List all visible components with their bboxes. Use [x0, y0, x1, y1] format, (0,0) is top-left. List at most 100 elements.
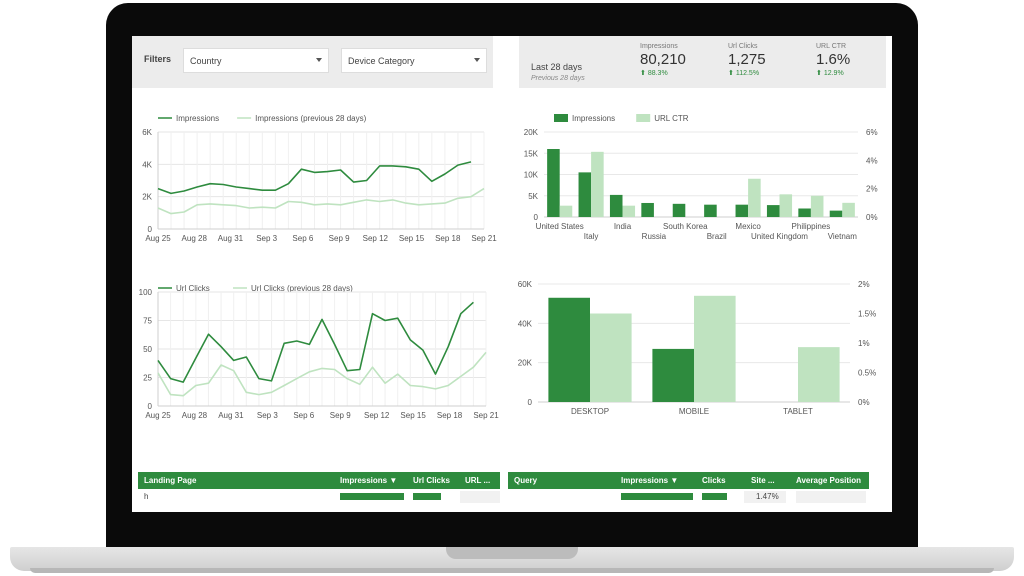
laptop-base-foot [30, 568, 994, 573]
table-cell-landing-page[interactable]: h [144, 492, 149, 501]
column-header-url-ctr[interactable]: URL ... [465, 476, 491, 485]
column-header-landing-page[interactable]: Landing Page [144, 476, 197, 485]
x-tick-label: Aug 25 [145, 411, 171, 420]
bar-impressions [735, 204, 749, 217]
legend-label: Impressions [176, 114, 219, 123]
y-tick-label: 4K [142, 160, 152, 169]
url-clicks-line-chart[interactable]: Url Clicks Url Clicks (previous 28 days) 0… [132, 278, 502, 426]
kpi-change-value: 12.9% [823, 70, 844, 77]
x-tick-label: Vietnam [828, 232, 858, 241]
series-line [157, 301, 474, 383]
landing-page-table: Landing Page Impressions ▼ Url Clicks UR… [138, 472, 500, 512]
bar-url-ctr [748, 178, 761, 217]
bar-url-ctr [842, 202, 855, 217]
query-table: Query Impressions ▼ Clicks Site ... Aver… [508, 472, 869, 512]
x-tick-label: Aug 31 [218, 411, 244, 420]
bar-impressions [548, 297, 590, 402]
column-header-url-clicks[interactable]: Url Clicks [413, 476, 450, 485]
legend-label: Url Clicks (previous 28 days) [251, 284, 353, 293]
country-filter-dropdown[interactable]: Country [183, 48, 329, 73]
bar-url-ctr [591, 151, 604, 217]
table-header: Landing Page Impressions ▼ Url Clicks UR… [138, 472, 500, 489]
impressions-bar [621, 493, 693, 500]
x-tick-label: Sep 18 [435, 234, 461, 243]
x-tick-label: India [614, 222, 632, 231]
y-tick-label: 10K [524, 171, 539, 180]
kpi-change: ⬆ 88.3% [640, 69, 686, 77]
column-header-query[interactable]: Query [514, 476, 538, 485]
country-bar-chart[interactable]: Impressions URL CTR 0 5K 10K 15K 20K 0% 2% 4% 6% Un… [512, 108, 892, 268]
legend-swatch [636, 114, 651, 122]
date-range-label[interactable]: Last 28 days [531, 62, 583, 72]
x-tick-label: Aug 31 [218, 234, 244, 243]
y2-tick-label: 1% [858, 339, 870, 348]
url-clicks-bar [413, 493, 441, 500]
kpi-change-value: 88.3% [647, 70, 668, 77]
bar-impressions [672, 203, 686, 217]
y-tick-label: 0 [534, 213, 539, 222]
bar-url-ctr [694, 295, 736, 402]
y-tick-label: 50 [143, 345, 152, 354]
y2-tick-label: 0% [866, 213, 878, 222]
y2-tick-label: 2% [866, 185, 878, 194]
legend-label: Impressions [572, 114, 615, 123]
x-tick-label: Mexico [735, 222, 761, 231]
x-tick-label: Italy [584, 232, 599, 241]
chevron-down-icon [474, 58, 480, 62]
column-header-site-ctr[interactable]: Site ... [751, 476, 775, 485]
x-tick-label: Sep 6 [292, 234, 313, 243]
filters-label: Filters [144, 54, 172, 64]
kpi-value: 1.6% [816, 51, 851, 68]
kpi-change-value: 112.5% [735, 70, 760, 77]
column-header-clicks[interactable]: Clicks [702, 476, 726, 485]
legend-label: URL CTR [654, 114, 689, 123]
x-tick-label: Sep 9 [329, 234, 350, 243]
device-bar-chart[interactable]: 0 20K 40K 60K 0% 0.5% 1% 1.5% 2% DESKTOP MOBILE TAB… [512, 280, 892, 426]
legend-label: Url Clicks [176, 284, 210, 293]
x-tick-label: DESKTOP [571, 407, 609, 416]
y-tick-label: 100 [139, 288, 153, 297]
kpi-label: Impressions [640, 43, 678, 50]
bar-impressions [547, 149, 560, 217]
bar-impressions [798, 208, 811, 217]
x-tick-label: United States [536, 222, 584, 231]
kpi-bar: Last 28 days Previous 28 days Impression… [519, 36, 886, 88]
bar-impressions [652, 348, 694, 402]
y2-tick-label: 2% [858, 280, 870, 289]
y-tick-label: 15K [524, 149, 539, 158]
y2-tick-label: 1.5% [858, 310, 876, 319]
kpi-value: 1,275 [728, 51, 766, 68]
impressions-bar [340, 493, 404, 500]
y-tick-label: 2K [142, 193, 152, 202]
clicks-bar [702, 493, 727, 500]
impressions-line-chart[interactable]: Impressions Impressions (previous 28 days… [132, 108, 502, 250]
dashboard-screen: Filters Country Device Category Last 28 … [132, 36, 892, 512]
y-tick-label: 40K [518, 319, 533, 328]
y-tick-label: 6K [142, 128, 152, 137]
y2-tick-label: 0.5% [858, 369, 876, 378]
column-header-impressions[interactable]: Impressions ▼ [340, 476, 398, 485]
arrow-up-icon: ⬆ [640, 70, 646, 77]
bar-impressions [578, 172, 592, 217]
kpi-change: ⬆ 12.9% [816, 69, 850, 77]
column-header-impressions[interactable]: Impressions ▼ [621, 476, 679, 485]
bar-impressions [609, 194, 623, 217]
kpi-change: ⬆ 112.5% [728, 69, 766, 77]
bar-impressions [641, 202, 654, 217]
column-header-average-position[interactable]: Average Position [796, 476, 862, 485]
x-tick-label: Sep 15 [399, 234, 425, 243]
x-tick-label: United Kingdom [751, 232, 808, 241]
x-tick-label: Sep 18 [437, 411, 463, 420]
y-tick-label: 20K [524, 128, 539, 137]
device-filter-dropdown[interactable]: Device Category [341, 48, 487, 73]
y2-tick-label: 0% [858, 398, 870, 407]
x-tick-label: Philippines [792, 222, 831, 231]
x-tick-label: Sep 3 [256, 234, 277, 243]
legend-swatch [554, 114, 568, 122]
series-line [157, 351, 487, 397]
device-filter-label: Device Category [348, 56, 415, 66]
x-tick-label: Aug 25 [145, 234, 171, 243]
bar-url-ctr [590, 313, 632, 402]
table-header: Query Impressions ▼ Clicks Site ... Aver… [508, 472, 869, 489]
kpi-label: Url Clicks [728, 43, 758, 50]
